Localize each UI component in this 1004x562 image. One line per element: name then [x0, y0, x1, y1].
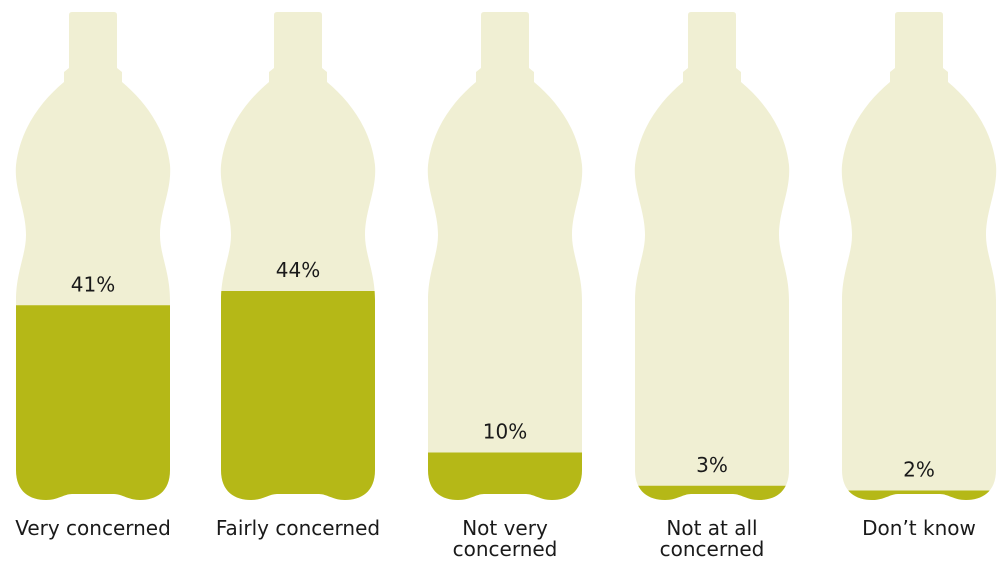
bottle-dont-know: 2% Don’t know	[841, 12, 997, 540]
bottle-fairly-concerned: 44% Fairly concerned	[216, 12, 380, 540]
category-label: Fairly concerned	[216, 516, 380, 540]
value-label: 2%	[903, 458, 935, 482]
category-label-line: Not at all	[666, 516, 757, 540]
bottle-fill-bar	[841, 490, 997, 500]
category-label-line: Not very	[462, 516, 548, 540]
bottle-shape	[841, 12, 997, 500]
value-label: 3%	[696, 453, 728, 477]
category-label: Don’t know	[862, 516, 976, 540]
bottle-shape	[634, 12, 790, 500]
value-label: 44%	[276, 258, 320, 282]
category-label: Not at all concerned	[660, 516, 765, 561]
category-label-line: concerned	[660, 537, 765, 561]
bottle-fill-bar	[427, 452, 583, 500]
value-label: 41%	[71, 272, 115, 296]
value-label: 10%	[483, 420, 527, 444]
category-label-line: Don’t know	[862, 516, 976, 540]
bottle-shape	[427, 12, 583, 500]
category-label-line: Very concerned	[15, 516, 171, 540]
bottle-fill-bar	[634, 485, 790, 500]
bottle-not-at-all-concerned: 3% Not at all concerned	[634, 12, 790, 561]
category-label-line: concerned	[453, 537, 558, 561]
bottle-group: 41% Very concerned 44% Fairly concerned 10% N…	[15, 12, 997, 561]
bottle-very-concerned: 41% Very concerned	[15, 12, 171, 540]
bottle-fill-bar	[15, 305, 171, 500]
bottle-fill-bar	[220, 291, 376, 500]
category-label: Not very concerned	[453, 516, 558, 561]
bottle-not-very-concerned: 10% Not very concerned	[427, 12, 583, 561]
category-label-line: Fairly concerned	[216, 516, 380, 540]
category-label: Very concerned	[15, 516, 171, 540]
